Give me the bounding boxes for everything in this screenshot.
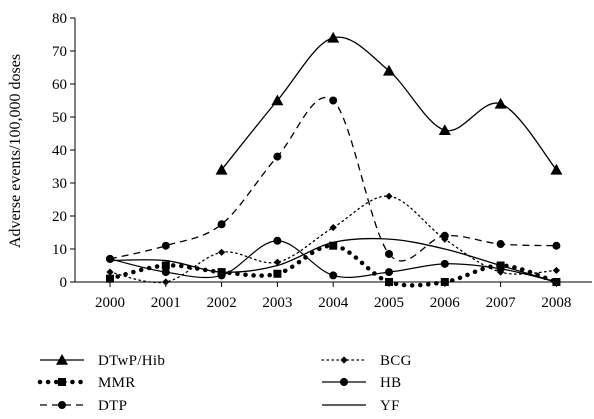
data-point-dtp bbox=[496, 240, 505, 249]
y-tick-label: 10 bbox=[52, 242, 67, 258]
legend-label: MMR bbox=[98, 375, 136, 391]
series-line-yf bbox=[109, 237, 557, 283]
y-tick-label: 20 bbox=[52, 209, 67, 225]
x-tick-label: 2002 bbox=[207, 295, 237, 311]
data-point-dtp bbox=[217, 220, 226, 229]
data-point-hb bbox=[385, 268, 393, 277]
legend-item-mmr: MMR bbox=[37, 375, 136, 391]
data-point-dtp bbox=[552, 241, 561, 250]
data-point-mmr bbox=[106, 274, 114, 283]
data-point-bcg bbox=[218, 248, 226, 256]
legend-item-bcg: BCG bbox=[321, 353, 412, 369]
data-point-mmr bbox=[161, 261, 170, 270]
legend-swatch-marker bbox=[58, 378, 66, 386]
data-point-hb bbox=[217, 271, 226, 280]
y-tick-label: 40 bbox=[52, 143, 67, 159]
data-point-dtwp-hib bbox=[327, 31, 340, 43]
x-tick-label: 2001 bbox=[151, 295, 181, 311]
y-tick-label: 30 bbox=[52, 176, 67, 192]
legend-label: HB bbox=[380, 375, 401, 391]
data-point-hb bbox=[496, 264, 505, 273]
data-point-mmr bbox=[273, 269, 282, 278]
data-point-hb bbox=[273, 236, 282, 245]
legend-item-dtp: DTP bbox=[40, 398, 127, 414]
data-point-dtwp-hib bbox=[271, 94, 284, 106]
legend-item-yf: YF bbox=[322, 398, 400, 414]
series-line-bcg bbox=[109, 195, 558, 284]
data-point-dtp bbox=[273, 152, 282, 161]
data-point-dtp bbox=[161, 241, 170, 250]
data-point-bcg bbox=[273, 258, 281, 266]
legend-swatch-marker bbox=[340, 378, 348, 386]
legend-item-hb: HB bbox=[322, 375, 401, 391]
x-tick-label: 2008 bbox=[541, 295, 571, 311]
data-point-dtwp-hib bbox=[215, 163, 228, 175]
data-point-bcg bbox=[162, 278, 170, 286]
legend-swatch-marker bbox=[340, 356, 348, 364]
y-tick-label: 70 bbox=[52, 44, 67, 60]
legend-item-dtwp-hib: DTwP/Hib bbox=[40, 353, 165, 369]
data-point-hb bbox=[329, 271, 338, 280]
series-line-dtp bbox=[109, 97, 557, 262]
data-point-dtwp-hib bbox=[383, 64, 395, 76]
legend-label: DTwP/Hib bbox=[98, 353, 165, 369]
legend: DTwP/Hib BCG MMR HB DTP YF bbox=[37, 353, 412, 414]
data-point-bcg bbox=[329, 223, 337, 232]
data-point-dtp bbox=[329, 96, 338, 105]
series-line-mmr bbox=[107, 243, 559, 288]
x-tick-label: 2005 bbox=[374, 295, 404, 311]
x-tick-label: 2000 bbox=[95, 295, 125, 311]
data-point-dtp bbox=[440, 231, 449, 240]
data-point-dtwp-hib bbox=[550, 163, 563, 175]
data-point-dtp bbox=[385, 249, 393, 258]
y-axis-label: Adverse events/100,000 doses bbox=[7, 54, 24, 248]
x-tick-label: 2004 bbox=[318, 295, 349, 311]
data-point-mmr bbox=[440, 278, 449, 286]
data-point-dtwp-hib bbox=[494, 97, 507, 109]
y-tick-label: 80 bbox=[52, 11, 67, 27]
legend-swatch-marker bbox=[56, 354, 68, 365]
legend-swatch-marker bbox=[58, 401, 66, 409]
data-point-dtp bbox=[106, 254, 114, 263]
data-point-bcg bbox=[106, 268, 114, 276]
legend-label: YF bbox=[380, 398, 400, 414]
x-tick-label: 2003 bbox=[262, 295, 292, 311]
data-point-dtwp-hib bbox=[438, 124, 451, 135]
data-point-bcg bbox=[385, 192, 393, 200]
y-tick-label: 50 bbox=[52, 110, 67, 126]
legend-label: DTP bbox=[98, 398, 127, 414]
y-tick-label: 0 bbox=[60, 275, 68, 291]
data-point-mmr bbox=[329, 241, 338, 250]
data-point-bcg bbox=[552, 266, 560, 275]
y-tick-label: 60 bbox=[52, 77, 67, 93]
data-point-hb bbox=[161, 268, 170, 277]
series-line-dtwp-hib bbox=[221, 36, 557, 171]
legend-label: BCG bbox=[380, 353, 412, 369]
plot-area: 0 10 20 30 40 50 60 70 80 2000 2001 2002 2003 2004 200… bbox=[52, 11, 592, 311]
x-tick-label: 2006 bbox=[430, 295, 461, 311]
data-point-mmr bbox=[385, 278, 393, 286]
x-tick-label: 2007 bbox=[486, 295, 517, 311]
data-point-hb bbox=[440, 259, 449, 268]
